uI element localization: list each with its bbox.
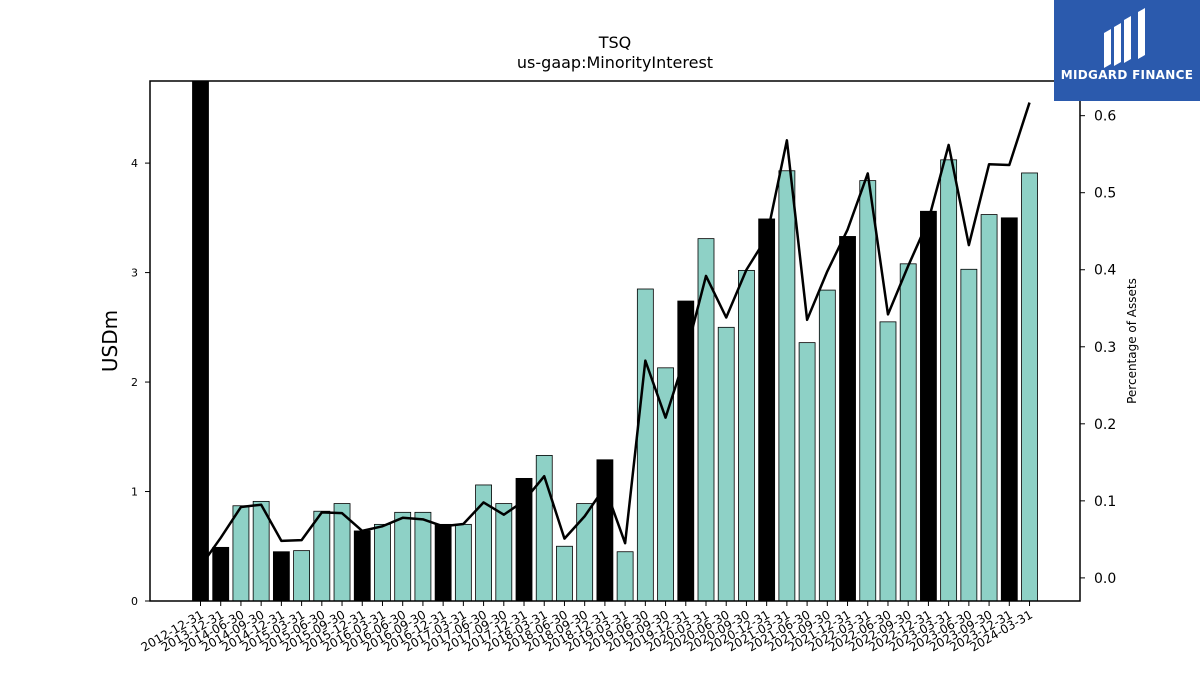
logo-text: MIDGARD FINANCE [1060,68,1194,82]
series-line [199,102,1031,568]
y-axis-label: USDm [98,310,122,372]
y2-tick-label: 0.2 [1094,417,1116,433]
y2-tick-label: 0.5 [1094,186,1116,202]
bar [272,551,290,602]
bar [515,477,533,602]
bar [374,523,391,602]
bar [778,170,796,602]
bar [1021,172,1038,602]
chart-subtitle: us-gaap:MinorityInterest [516,53,714,72]
logo-mark-icon [1104,8,1145,68]
bar [839,236,856,602]
bar [717,326,735,602]
bar [616,551,634,602]
bar [313,510,331,602]
midgard-finance-logo: MIDGARD FINANCE [1054,0,1200,101]
bar [596,459,614,602]
bar [293,550,311,602]
y2-tick-label: 0.4 [1094,263,1116,279]
y2-tick-label: 0.3 [1094,340,1116,356]
y-tick-label: 2 [131,376,138,389]
bar [434,523,452,602]
y-tick-label: 1 [131,486,138,499]
bar [677,300,695,602]
bar [960,268,978,602]
bar [353,530,371,602]
bar [414,511,432,602]
chart-title: TSQ [598,33,632,52]
y2-tick-label: 0.0 [1094,571,1116,587]
bar [920,210,937,602]
bar [738,269,755,602]
y-tick-label: 4 [131,157,138,170]
y2-tick-label: 0.6 [1094,109,1116,125]
bar [798,342,816,602]
bar [818,289,836,602]
bar [859,180,877,602]
bar [212,546,230,602]
bar [940,159,958,602]
y2-tick-label: 0.1 [1094,494,1116,510]
bar [1000,217,1018,602]
bar [980,214,998,602]
y-tick-label: 3 [131,267,138,280]
plot-frame [149,80,1081,602]
bar [879,321,897,602]
bar [758,218,776,602]
bar [899,263,917,602]
bar [556,545,573,602]
bar [636,288,654,602]
bar [394,511,412,602]
bar [495,503,513,602]
y2-axis-label: Percentage of Assets [1125,278,1139,404]
y-tick-label: 0 [131,595,138,608]
bar [576,503,594,602]
bar [192,80,209,602]
bar [454,523,472,602]
bar [232,505,250,602]
